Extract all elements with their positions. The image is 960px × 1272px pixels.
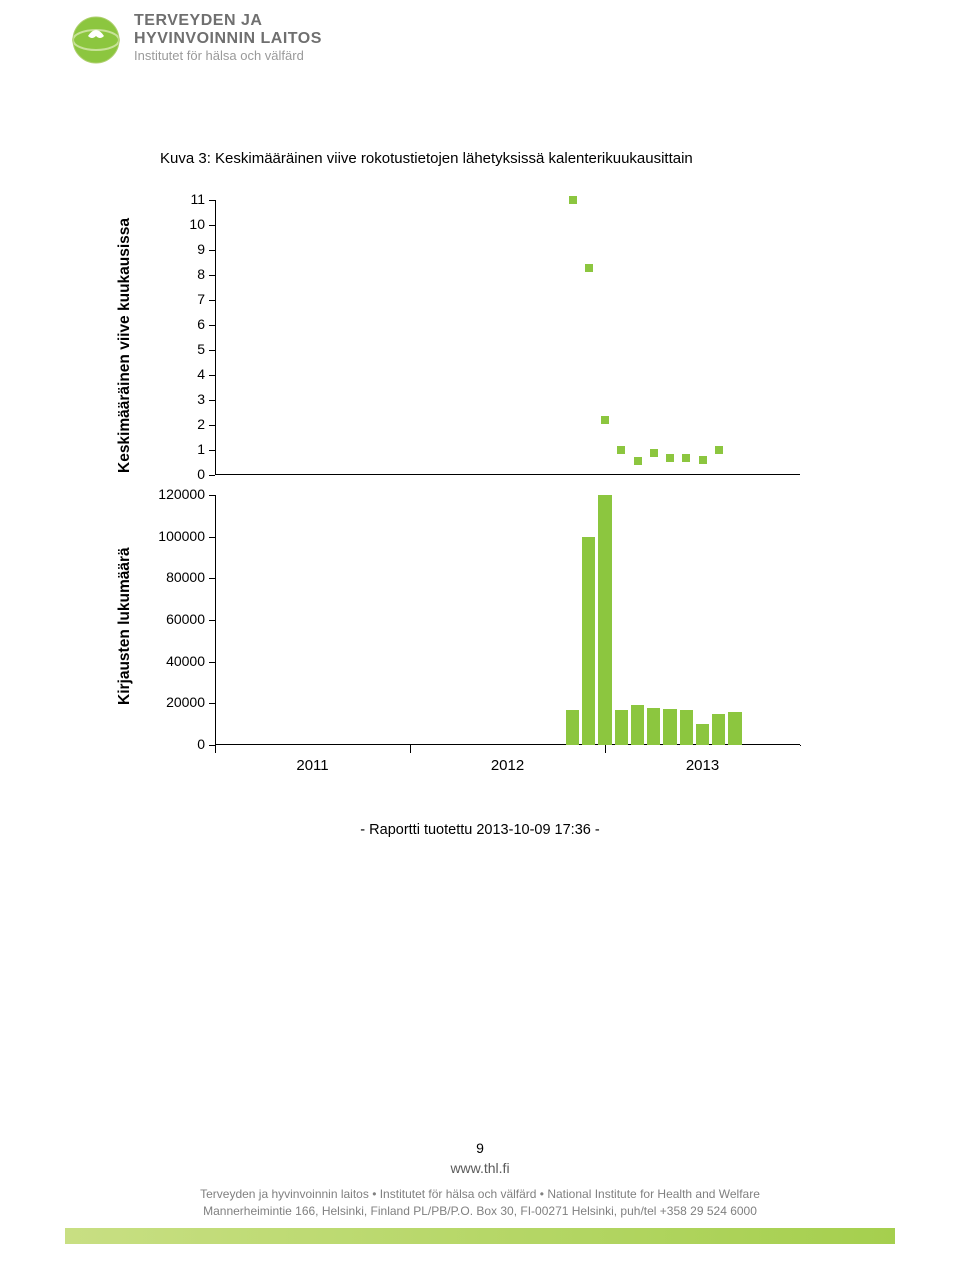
bar: [647, 708, 660, 746]
bar: [631, 705, 644, 745]
scatter-point: [585, 264, 593, 272]
ytick-label: 9: [155, 241, 205, 257]
ylabel-top: Keskimääräinen viive kuukausissa: [116, 218, 134, 473]
ylabel-bottom: Kirjausten lukumäärä: [116, 547, 134, 705]
bar-panel: 020000400006000080000100000120000: [215, 495, 800, 745]
ytick-label: 5: [155, 341, 205, 357]
ytick-label: 120000: [145, 486, 205, 502]
scatter-point: [650, 449, 658, 457]
bar: [582, 537, 595, 745]
ytick-label: 7: [155, 291, 205, 307]
scatter-point: [617, 446, 625, 454]
footer-accent-bar: [65, 1228, 895, 1244]
bar: [696, 724, 709, 745]
bar: [712, 714, 725, 745]
bar: [663, 709, 676, 745]
bar: [680, 710, 693, 745]
report-generated-line: - Raportti tuotettu 2013-10-09 17:36 -: [0, 822, 960, 838]
org-name-line1: TERVEYDEN JA: [134, 12, 322, 30]
bar: [728, 712, 741, 745]
ytick-label: 6: [155, 316, 205, 332]
ytick-label: 10: [155, 216, 205, 232]
scatter-point: [682, 454, 690, 462]
scatter-point: [634, 457, 642, 465]
ytick-label: 2: [155, 416, 205, 432]
org-name-line3: Institutet för hälsa och välfärd: [134, 49, 322, 63]
scatter-panel: 01234567891011: [215, 200, 800, 475]
scatter-point: [666, 454, 674, 462]
page-number: 9: [0, 1140, 960, 1156]
ytick-label: 60000: [145, 611, 205, 627]
ytick-label: 80000: [145, 569, 205, 585]
bar: [598, 495, 611, 745]
ytick-label: 3: [155, 391, 205, 407]
ytick-label: 0: [155, 466, 205, 482]
ytick-label: 8: [155, 266, 205, 282]
scatter-point: [715, 446, 723, 454]
ytick-label: 1: [155, 441, 205, 457]
ytick-label: 40000: [145, 653, 205, 669]
logo-text: TERVEYDEN JA HYVINVOINNIN LAITOS Institu…: [134, 12, 322, 63]
thl-logo-icon: [68, 10, 124, 66]
scatter-point: [569, 196, 577, 204]
ytick-label: 11: [155, 191, 205, 207]
footer-line2: Mannerheimintie 166, Helsinki, Finland P…: [0, 1203, 960, 1220]
xtick-label: 2011: [283, 757, 343, 774]
scatter-point: [601, 416, 609, 424]
ytick-label: 4: [155, 366, 205, 382]
header-logo: TERVEYDEN JA HYVINVOINNIN LAITOS Institu…: [68, 10, 322, 66]
xtick-label: 2012: [478, 757, 538, 774]
ytick-label: 100000: [145, 528, 205, 544]
chart-container: Keskimääräinen viive kuukausissa Kirjaus…: [110, 195, 830, 778]
bar: [615, 710, 628, 745]
footer-line1: Terveyden ja hyvinvoinnin laitos • Insti…: [0, 1186, 960, 1203]
bar: [566, 710, 579, 745]
org-name-line2: HYVINVOINNIN LAITOS: [134, 30, 322, 48]
ytick-label: 20000: [145, 694, 205, 710]
chart-title: Kuva 3: Keskimääräinen viive rokotustiet…: [160, 150, 693, 167]
ytick-label: 0: [145, 736, 205, 752]
scatter-point: [699, 456, 707, 464]
footer-url: www.thl.fi: [0, 1160, 960, 1176]
xtick-label: 2013: [673, 757, 733, 774]
